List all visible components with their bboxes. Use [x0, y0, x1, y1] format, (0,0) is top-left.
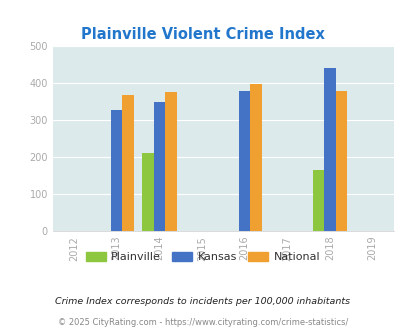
Bar	[335, 90, 346, 231]
Bar	[165, 92, 176, 231]
Bar	[122, 95, 134, 231]
Bar	[153, 102, 165, 231]
Bar	[312, 170, 323, 231]
Bar	[323, 68, 335, 231]
Text: Plainville Violent Crime Index: Plainville Violent Crime Index	[81, 27, 324, 42]
Text: Crime Index corresponds to incidents per 100,000 inhabitants: Crime Index corresponds to incidents per…	[55, 297, 350, 307]
Bar	[238, 90, 250, 231]
Bar	[250, 84, 261, 231]
Legend: Plainville, Kansas, National: Plainville, Kansas, National	[81, 248, 324, 267]
Text: © 2025 CityRating.com - https://www.cityrating.com/crime-statistics/: © 2025 CityRating.com - https://www.city…	[58, 318, 347, 327]
Bar	[142, 153, 153, 231]
Bar	[111, 110, 122, 231]
